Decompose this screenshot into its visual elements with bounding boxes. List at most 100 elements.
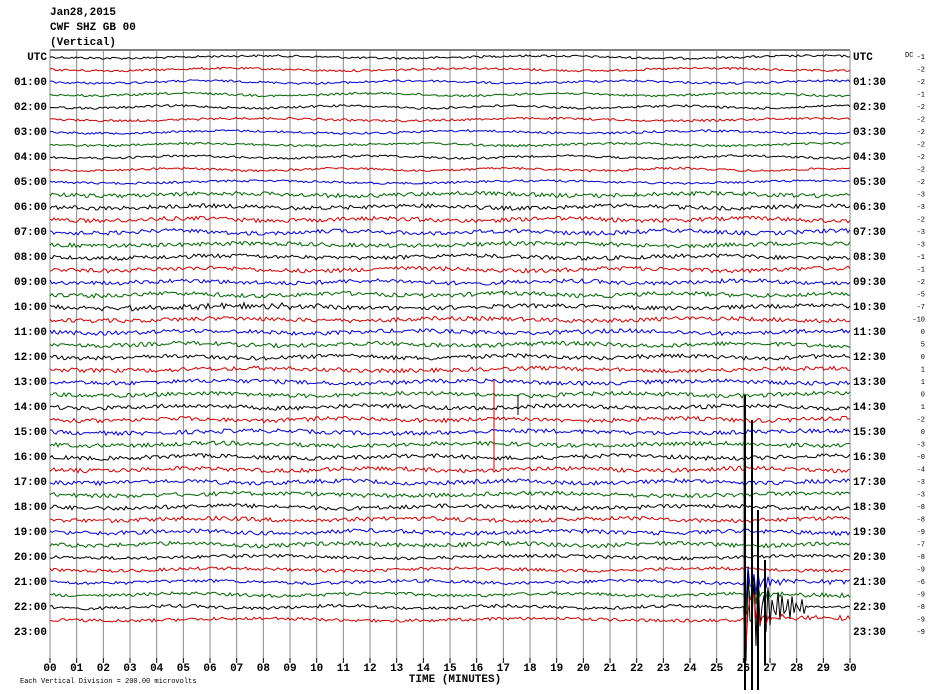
row-label-right: 13:30 — [853, 377, 886, 389]
row-label-right: 01:30 — [853, 77, 886, 89]
row-label-left: 02:00 — [14, 102, 47, 114]
trace — [49, 403, 851, 411]
title-line: (Vertical) — [50, 37, 116, 49]
offset-label: -3 — [917, 241, 925, 249]
scale-note: Each Vertical Division = 200.00 microvol… — [20, 678, 196, 686]
row-label-left: 09:00 — [14, 277, 47, 289]
trace — [49, 104, 851, 110]
row-label-left: 18:00 — [14, 502, 47, 514]
x-tick-label: 01 — [70, 663, 84, 675]
row-label-right: UTC — [853, 52, 873, 64]
offset-label: -3 — [917, 441, 925, 449]
x-tick-label: 13 — [390, 663, 404, 675]
trace — [49, 315, 851, 324]
offset-label: -1 — [917, 91, 925, 99]
x-tick-label: 00 — [43, 663, 56, 675]
x-tick-label: 28 — [790, 663, 804, 675]
row-label-left: 16:00 — [14, 452, 47, 464]
offset-label: -3 — [917, 191, 925, 199]
trace — [49, 91, 851, 98]
trace — [49, 566, 851, 605]
offset-label: -3 — [917, 491, 925, 499]
x-tick-label: 19 — [550, 663, 563, 675]
offset-label: 0 — [921, 329, 925, 337]
offset-label: -6 — [917, 579, 925, 587]
offset-label: -2 — [917, 141, 925, 149]
x-tick-label: 23 — [657, 663, 671, 675]
x-tick-label: 22 — [630, 663, 643, 675]
trace — [49, 465, 851, 474]
trace — [49, 129, 851, 135]
x-axis-label: TIME (MINUTES) — [409, 674, 501, 686]
trace — [49, 179, 851, 186]
trace — [49, 540, 851, 549]
offset-label: -0 — [917, 454, 925, 462]
x-tick-label: 25 — [710, 663, 724, 675]
offset-label: -2 — [917, 129, 925, 137]
offset-label: 0 — [921, 429, 925, 437]
trace — [49, 116, 851, 123]
offset-label: -9 — [917, 629, 925, 637]
offset-label: -1 — [917, 266, 925, 274]
x-tick-label: 29 — [817, 663, 830, 675]
trace — [49, 353, 851, 361]
row-label-right: 19:30 — [853, 527, 886, 539]
trace — [49, 253, 851, 262]
offset-label: 0 — [921, 354, 925, 362]
offset-label: -1 — [917, 54, 925, 62]
x-tick-label: 03 — [123, 663, 137, 675]
trace — [49, 290, 851, 299]
row-label-right: 04:30 — [853, 152, 886, 164]
trace — [49, 166, 851, 173]
offset-label: -8 — [917, 604, 925, 612]
trace — [49, 215, 851, 224]
row-label-right: 20:30 — [853, 552, 886, 564]
row-label-right: 11:30 — [853, 327, 886, 339]
row-label-right: 03:30 — [853, 127, 886, 139]
row-label-right: 18:30 — [853, 502, 886, 514]
trace — [49, 278, 851, 286]
x-tick-label: 26 — [737, 663, 750, 675]
offset-label: -8 — [917, 516, 925, 524]
row-label-left: 15:00 — [14, 427, 47, 439]
x-tick-label: 06 — [203, 663, 216, 675]
offset-label: -9 — [917, 566, 925, 574]
offset-label: -7 — [917, 304, 925, 312]
row-label-left: 23:00 — [14, 627, 47, 639]
offset-label: -9 — [917, 616, 925, 624]
trace — [49, 365, 850, 374]
offset-label: -10 — [912, 316, 925, 324]
row-label-left: 17:00 — [14, 477, 47, 489]
row-label-right: 22:30 — [853, 602, 886, 614]
offset-label: -2 — [917, 166, 925, 174]
x-tick-label: 08 — [257, 663, 271, 675]
row-label-right: 17:30 — [853, 477, 886, 489]
row-label-left: 22:00 — [14, 602, 47, 614]
x-tick-label: 16 — [470, 663, 483, 675]
trace — [49, 228, 851, 237]
offset-label: -2 — [917, 104, 925, 112]
trace — [49, 571, 851, 662]
offset-label: -2 — [917, 66, 925, 74]
trace — [49, 340, 851, 349]
trace — [49, 440, 851, 449]
offset-label: 1 — [921, 379, 925, 387]
offset-label: 5 — [921, 341, 925, 349]
row-label-right: 09:30 — [853, 277, 886, 289]
row-label-left: 11:00 — [14, 327, 47, 339]
offset-label: -3 — [917, 479, 925, 487]
trace — [50, 593, 851, 646]
row-label-left: 06:00 — [14, 202, 47, 214]
offset-label: -9 — [917, 591, 925, 599]
trace — [49, 202, 851, 212]
x-tick-label: 09 — [283, 663, 296, 675]
x-tick-label: 20 — [577, 663, 590, 675]
row-label-left: 14:00 — [14, 402, 47, 414]
offset-label: -5 — [917, 291, 925, 299]
trace — [49, 141, 851, 148]
trace — [49, 154, 851, 160]
x-tick-label: 21 — [603, 663, 617, 675]
trace — [49, 453, 851, 461]
row-label-left: 04:00 — [14, 152, 47, 164]
trace — [49, 528, 851, 537]
